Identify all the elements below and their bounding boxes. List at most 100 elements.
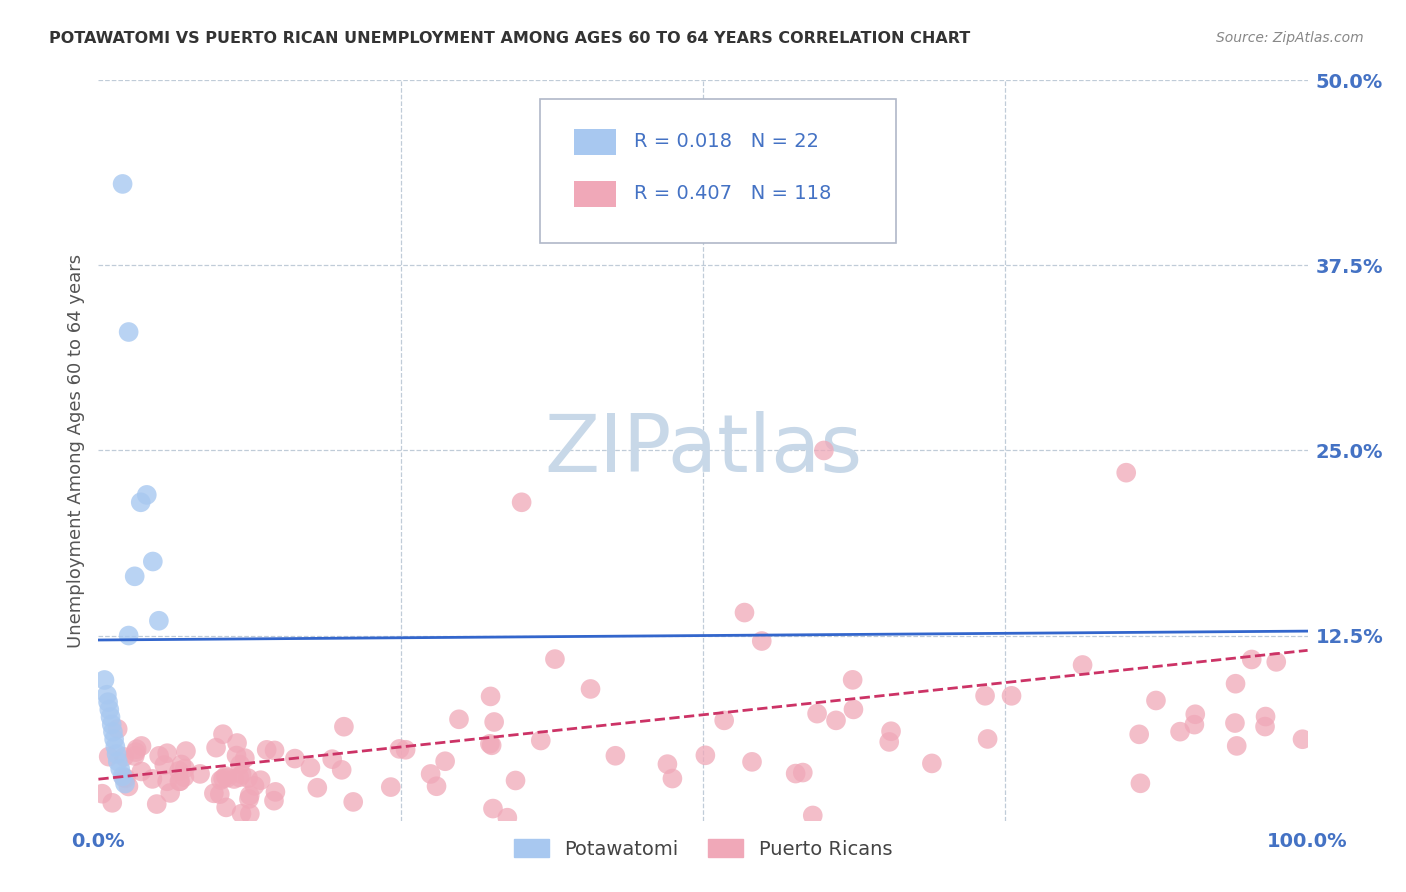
Point	[1291, 732, 1313, 747]
Point	[806, 706, 828, 721]
Point	[388, 742, 411, 756]
Point	[169, 774, 191, 789]
Point	[299, 760, 322, 774]
Bar	[574, 180, 616, 207]
Point	[1265, 655, 1288, 669]
Point	[228, 770, 250, 784]
Point	[212, 727, 235, 741]
Point	[880, 724, 903, 739]
Point	[741, 755, 763, 769]
Point	[214, 769, 236, 783]
Point	[148, 614, 170, 628]
Point	[1000, 689, 1022, 703]
Point	[579, 681, 602, 696]
Point	[225, 748, 247, 763]
Point	[801, 808, 824, 822]
Point	[877, 735, 900, 749]
Point	[159, 786, 181, 800]
Point	[212, 772, 235, 786]
Point	[97, 749, 120, 764]
Point	[661, 772, 683, 786]
Point	[236, 771, 259, 785]
Point	[249, 773, 271, 788]
Point	[173, 770, 195, 784]
Point	[263, 743, 285, 757]
Point	[479, 690, 502, 704]
FancyBboxPatch shape	[540, 99, 897, 244]
Point	[1225, 676, 1247, 690]
Point	[544, 652, 567, 666]
Point	[91, 787, 114, 801]
Point	[1115, 466, 1137, 480]
Point	[496, 811, 519, 825]
Point	[1254, 709, 1277, 723]
Point	[231, 767, 253, 781]
Point	[156, 774, 179, 789]
Point	[785, 766, 807, 780]
Point	[394, 743, 416, 757]
Point	[478, 737, 501, 751]
Point	[125, 742, 148, 756]
Point	[657, 757, 679, 772]
Point	[239, 806, 262, 821]
Point	[482, 714, 505, 729]
Point	[167, 764, 190, 778]
Point	[174, 744, 197, 758]
Point	[105, 747, 128, 761]
Point	[173, 762, 195, 776]
Point	[481, 739, 503, 753]
Point	[131, 739, 153, 753]
Point	[224, 772, 246, 786]
Point	[284, 751, 307, 765]
Point	[792, 765, 814, 780]
Point	[825, 714, 848, 728]
Point	[238, 792, 260, 806]
Point	[145, 797, 167, 811]
Point	[229, 757, 252, 772]
Point	[226, 736, 249, 750]
Point	[813, 443, 835, 458]
Point	[124, 569, 146, 583]
Point	[118, 325, 141, 339]
Point	[605, 748, 627, 763]
Point	[425, 779, 447, 793]
Text: R = 0.018   N = 22: R = 0.018 N = 22	[634, 132, 820, 152]
Point	[342, 795, 364, 809]
Point	[263, 794, 285, 808]
Point	[148, 748, 170, 763]
Point	[751, 634, 773, 648]
Point	[976, 731, 998, 746]
Point	[256, 743, 278, 757]
Point	[530, 733, 553, 747]
Point	[447, 712, 470, 726]
Point	[142, 555, 165, 569]
Point	[93, 673, 115, 687]
Point	[1129, 776, 1152, 790]
Text: Source: ZipAtlas.com: Source: ZipAtlas.com	[1216, 31, 1364, 45]
Point	[419, 767, 441, 781]
Point	[112, 771, 135, 785]
Point	[124, 745, 146, 759]
Point	[921, 756, 943, 771]
Point	[170, 757, 193, 772]
Point	[434, 754, 457, 768]
Point	[108, 762, 131, 776]
Point	[307, 780, 329, 795]
Point	[104, 739, 127, 754]
Point	[215, 771, 238, 785]
Point	[129, 495, 152, 509]
Point	[1182, 717, 1205, 731]
Point	[103, 732, 125, 747]
Point	[695, 748, 717, 763]
Point	[118, 628, 141, 642]
Point	[1254, 720, 1277, 734]
Point	[239, 789, 262, 803]
Text: R = 0.407   N = 118: R = 0.407 N = 118	[634, 184, 831, 203]
Point	[100, 717, 122, 731]
Point	[1128, 727, 1150, 741]
Point	[117, 780, 139, 794]
Point	[1144, 693, 1167, 707]
Point	[233, 751, 256, 765]
Point	[330, 763, 353, 777]
Point	[264, 785, 287, 799]
